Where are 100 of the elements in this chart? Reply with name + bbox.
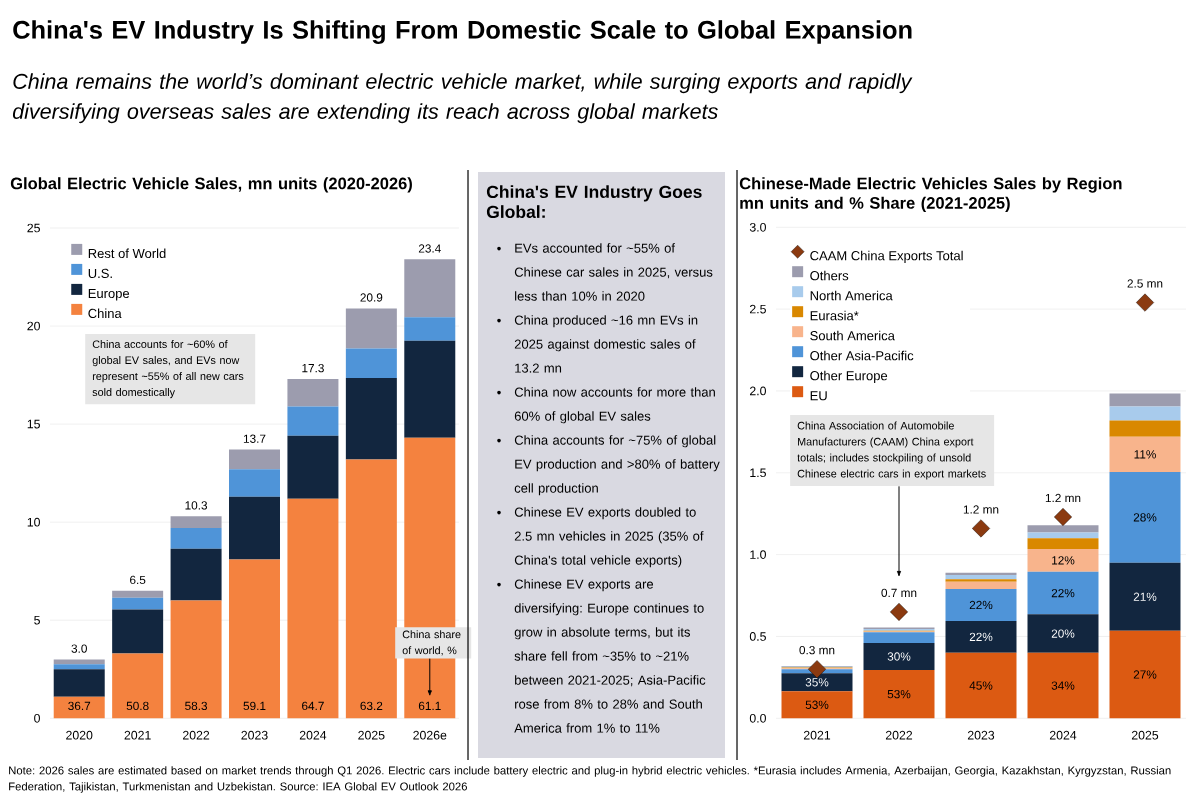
annotation: 22% [969,600,993,610]
bar [287,379,339,407]
bar [1027,652,1099,719]
y-tick-label: 1.0 [750,550,766,559]
bar [404,340,456,438]
bar [112,653,164,719]
bar [229,469,280,497]
bar [945,579,1017,582]
bar [112,609,164,654]
bar [170,548,222,601]
legend-label: Other Europe [810,370,888,383]
total-label: 6.5 [130,575,146,585]
annotation: 28% [1133,513,1157,522]
bar [1027,614,1099,653]
data-label: 1.2 mn [1045,493,1081,503]
bar [53,696,105,719]
chart-title: Chinese-Made Electric Vehicles Sales by Region [739,177,1122,193]
y-tick-label: 10 [27,517,40,527]
x-tick-label: 2020 [66,730,93,740]
bar [945,620,1017,653]
bar [1109,406,1181,421]
chart-subtitle: mn units and % Share (2021-2025) [740,196,1010,213]
text: China produced ~16 mn EVs in 2025 against domestic sales of 13.2 mn [514,315,698,373]
bar [404,317,456,341]
legend-label: Others [810,270,849,281]
data-label: 2.5 mn [1127,279,1163,288]
annotation: 58.3 [185,701,208,711]
bar [229,496,280,560]
annotation: 36.7 [68,701,91,711]
y-tick-label: 0.5 [749,632,766,641]
bar [863,632,935,643]
annotation: 63.2 [360,701,383,711]
y-tick-label: 20 [27,321,40,331]
annotation: China accounts for ~60% of global EV sales, and EVs now represent ~55% of all new cars sold domestically [92,340,244,399]
annotation: 61.1 [418,701,441,711]
bar [945,588,1017,621]
legend-label: Eurasia* [810,310,859,321]
annotation: 35% [805,678,829,687]
legend-label: EU [810,391,827,401]
data-label: 0.3 mn [799,645,835,655]
y-tick-label: 5 [34,615,40,625]
annotation: China share of world, % [402,630,461,656]
bar [1027,548,1099,572]
x-tick-label: 2022 [183,730,210,740]
data-label: 0.7 mn [881,588,917,597]
annotation: 53% [805,700,829,709]
data-label: 1.2 mn [963,505,999,514]
text: China remains the world’s dominant electric vehicle market, while surging exports and rapidly diversifying overseas sales are extending its reach across global markets [12,73,913,124]
total-label: 20.9 [360,293,383,302]
legend-label: China [88,308,122,319]
x-tick-label: 2021 [803,730,831,740]
chart-title: Global Electric Vehicle Sales, mn units (2020-2026) [10,177,412,193]
legend-label: CAAM China Exports Total [810,250,963,263]
annotation: 64.7 [302,701,324,711]
x-tick-label: 2026e [413,730,447,740]
point [808,660,826,679]
bar [781,691,853,719]
annotation: 21% [1133,592,1157,601]
total-label: 13.7 [243,434,266,443]
bar [345,348,397,379]
x-tick-label: 2023 [241,730,268,740]
bar [1109,420,1181,437]
bar [287,435,339,499]
x-tick-label: 2024 [1049,730,1077,740]
bar [170,516,222,529]
bar [863,670,935,719]
bar [1109,436,1181,472]
text: China's EV Industry Goes Global: [486,185,702,219]
total-label: 10.3 [185,501,208,510]
x-tick-label: 2022 [885,730,913,740]
text: China now accounts for more than 60% of global EV sales [514,387,715,424]
x-tick-label: 2024 [299,730,327,740]
total-label: 17.3 [302,363,324,373]
annotation: 59.1 [243,701,266,711]
legend-label: Rest of World [88,248,166,259]
y-tick-label: 25 [27,223,40,233]
y-tick-label: 15 [27,419,40,429]
annotation: China Association of Automobile Manufacturers (CAAM) China export totals; includes stockpiling of unsold Chinese electric cars in export markets [797,421,986,480]
bar [229,559,280,719]
bar [229,449,280,470]
bar [1027,571,1099,615]
bar [1109,562,1181,631]
annotation: 22% [969,632,993,642]
annotation: 20% [1051,629,1075,638]
bar [945,575,1017,580]
x-tick-label: 2025 [1131,730,1159,740]
y-tick-label: 2.0 [749,386,766,396]
annotation: 12% [1052,556,1075,565]
annotation: 45% [969,681,993,690]
bar [112,590,164,598]
bar [170,600,222,719]
x-tick-label: 2021 [124,730,151,740]
text: Note: 2026 sales are estimated based on market trends through Q1 2026. Electric cars include battery electric and plug-in hybrid electric vehicles. *Eurasia includes Armenia, Azerbaijan, Georgia, Kazakhstan, Kyrgyzstan, Russian Federation, Tajikistan, Turkmenistan and Uzbekistan. Source: IEA Global EV Outlook 2026 [9,766,1171,793]
point [890,602,908,621]
bar [287,498,339,719]
y-tick-label: 2.5 [749,304,766,314]
bar [1027,525,1099,533]
x-tick-label: 2025 [358,730,385,740]
annotation: 53% [887,689,911,699]
bar [945,652,1017,719]
